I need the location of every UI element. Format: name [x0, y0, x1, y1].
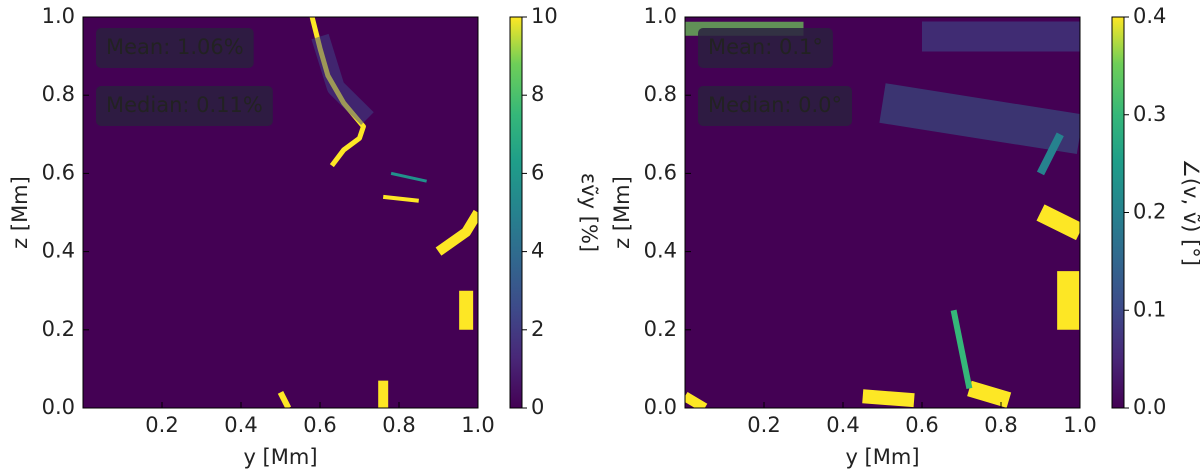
- y-axis-label: z [Mm]: [610, 176, 634, 249]
- y-axis-label: z [Mm]: [8, 176, 32, 249]
- annotation-box: [698, 28, 833, 68]
- y-tick-label: 0.8: [644, 82, 677, 106]
- colorbar: [1111, 16, 1125, 409]
- heatmap-feature: [862, 389, 915, 408]
- colorbar-label: ∠(v, ṽ) [°]: [1179, 159, 1200, 266]
- colorbar-tick-label: 4: [531, 239, 544, 263]
- x-tick-label: 0.8: [382, 413, 415, 437]
- heatmap-field: [83, 17, 478, 408]
- colorbar-tick-label: 2: [531, 317, 544, 341]
- colorbar-tick-label: 6: [531, 160, 544, 184]
- heatmap-feature: [390, 171, 427, 183]
- y-tick-label: 0.2: [644, 317, 677, 341]
- colorbar-tick-label: 0.1: [1133, 297, 1166, 321]
- colorbar-tick-label: 0.3: [1133, 102, 1166, 126]
- x-tick-label: 0.6: [303, 413, 336, 437]
- heatmap-feature: [277, 391, 292, 408]
- y-tick-label: 0.4: [42, 239, 75, 263]
- heatmap: [83, 17, 478, 408]
- y-tick-label: 0.6: [42, 160, 75, 184]
- annotation: Median: 0.0°: [708, 93, 842, 117]
- y-tick-label: 0.4: [644, 239, 677, 263]
- x-tick-label: 1.0: [1063, 413, 1096, 437]
- heatmap-feature: [435, 209, 478, 256]
- annotation: Median: 0.11%: [106, 93, 263, 117]
- heatmap: [685, 17, 1080, 408]
- colorbar-tick-label: 0.2: [1133, 200, 1166, 224]
- heatmap-feature: [950, 309, 973, 390]
- heatmap-feature: [685, 391, 708, 408]
- axes-frame: [684, 16, 1081, 409]
- colorbar: [509, 16, 523, 409]
- y-tick-label: 0.8: [42, 82, 75, 106]
- x-tick-label: 1.0: [461, 413, 494, 437]
- y-tick-label: 1.0: [644, 4, 677, 28]
- heatmap-feature: [1036, 132, 1064, 176]
- y-tick-label: 0.0: [42, 395, 75, 419]
- annotation-box: [96, 28, 254, 68]
- colorbar-label: εṽy [%]: [577, 173, 601, 252]
- annotation-box: [96, 86, 273, 126]
- x-tick-label: 0.6: [905, 413, 938, 437]
- y-tick-label: 0.6: [644, 160, 677, 184]
- annotation-box: [698, 86, 853, 126]
- heatmap-feature: [967, 380, 1012, 408]
- heatmap-feature: [382, 194, 419, 203]
- y-tick-label: 0.2: [42, 317, 75, 341]
- y-tick-label: 1.0: [42, 4, 75, 28]
- y-tick-label: 0.0: [644, 395, 677, 419]
- colorbar-tick-label: 0.0: [1133, 395, 1166, 419]
- colorbar-tick-label: 0: [531, 395, 544, 419]
- colorbar-tick-label: 0.4: [1133, 4, 1166, 28]
- heatmap-feature: [879, 83, 1080, 155]
- x-axis-label: y [Mm]: [845, 445, 919, 469]
- axes-frame: [82, 16, 479, 409]
- colorbar-tick-label: 8: [531, 82, 544, 106]
- heatmap-field: [685, 17, 1080, 408]
- annotation: Mean: 1.06%: [106, 35, 244, 59]
- x-tick-label: 0.8: [984, 413, 1017, 437]
- x-tick-label: 0.2: [145, 413, 178, 437]
- x-axis-label: y [Mm]: [243, 445, 317, 469]
- heatmap-feature: [311, 33, 374, 126]
- annotation: Mean: 0.1°: [708, 35, 823, 59]
- heatmap-feature: [1036, 204, 1080, 241]
- x-tick-label: 0.4: [826, 413, 859, 437]
- x-tick-label: 0.2: [747, 413, 780, 437]
- x-tick-label: 0.4: [224, 413, 257, 437]
- colorbar-tick-label: 10: [531, 4, 558, 28]
